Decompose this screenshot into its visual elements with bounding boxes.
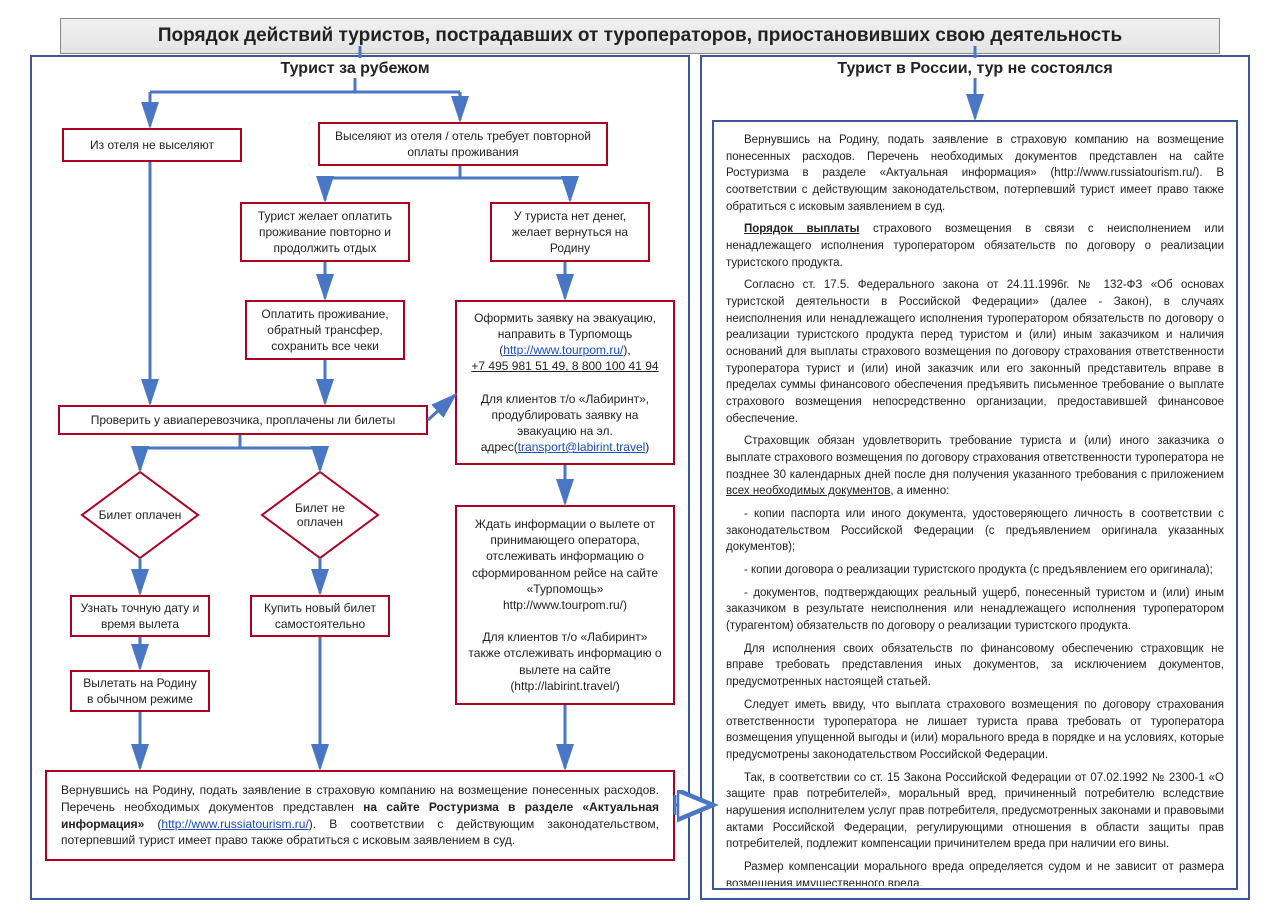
diamond-paid: Билет оплачен [80, 470, 200, 560]
n6-phones: +7 495 981 51 49, 8 800 100 41 94 [471, 359, 658, 373]
node-fly-home: Вылетать на Родину в обычном режиме [70, 670, 210, 712]
node-wait-info: Ждать информации о вылете от принимающег… [455, 505, 675, 705]
link-tourpom[interactable]: http://www.tourpom.ru/ [503, 343, 623, 357]
node-eviction: Выселяют из отеля / отель требует повтор… [318, 122, 608, 166]
left-subheader: Турист за рубежом [180, 60, 530, 78]
n6-p2: ), [623, 343, 630, 357]
n6-p4: ) [645, 440, 649, 454]
link-labirint-mail[interactable]: transport@labirint.travel [518, 440, 646, 454]
n11-p1: Ждать информации о вылете от принимающег… [472, 517, 658, 612]
main-title: Порядок действий туристов, пострадавших … [60, 18, 1220, 54]
node-buy-ticket: Купить новый билет самостоятельно [250, 595, 390, 637]
right-subheader: Турист в России, тур не состоялся [780, 60, 1170, 78]
node-check-tickets: Проверить у авиаперевозчика, проплачены … [58, 405, 428, 435]
node-pay-save: Оплатить проживание, обратный трансфер, … [245, 300, 405, 360]
node-pay-again: Турист желает оплатить проживание повтор… [240, 202, 410, 262]
node-no-money: У туриста нет денег, желает вернуться на… [490, 202, 650, 262]
n11-p2: Для клиентов т/о «Лабиринт» также отслеж… [468, 630, 661, 693]
node-no-eviction: Из отеля не выселяют [62, 128, 242, 162]
final-box: Вернувшись на Родину, подать заявление в… [45, 770, 675, 861]
diamond-notpaid: Билет не оплачен [260, 470, 380, 560]
right-text-body: Вернувшись на Родину, подать заявление в… [716, 126, 1234, 886]
node-find-date: Узнать точную дату и время вылета [70, 595, 210, 637]
final-p2: ( [144, 817, 161, 831]
link-russiatourism[interactable]: http://www.russiatourism.ru/ [161, 817, 308, 831]
node-evacuation: Оформить заявку на эвакуацию, направить … [455, 300, 675, 465]
